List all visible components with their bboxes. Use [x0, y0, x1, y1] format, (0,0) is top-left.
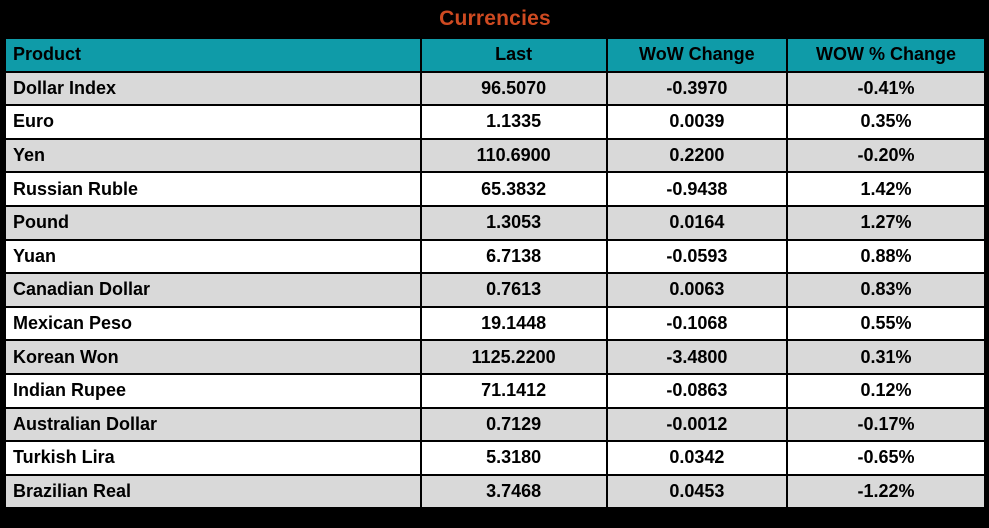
table-row: Yuan 6.7138 -0.0593 0.88% — [4, 238, 986, 275]
product-cell: Dollar Index — [4, 70, 422, 107]
last-cell: 6.7138 — [419, 238, 608, 275]
wow-pct-change-cell: -0.65% — [786, 440, 986, 476]
table-row: Canadian Dollar 0.7613 0.0063 0.83% — [4, 272, 986, 308]
last-cell: 1125.2200 — [419, 339, 608, 375]
wow-pct-change-cell: -1.22% — [786, 473, 986, 510]
product-cell: Russian Ruble — [4, 171, 422, 207]
wow-change-cell: -0.0863 — [605, 372, 789, 409]
last-cell: 1.3053 — [419, 204, 608, 241]
last-cell: 1.1335 — [419, 104, 608, 140]
table-row: Dollar Index 96.5070 -0.3970 -0.41% — [4, 70, 986, 107]
last-cell: 0.7129 — [419, 406, 608, 443]
product-cell: Turkish Lira — [4, 440, 422, 476]
title-bar: Currencies — [4, 0, 986, 37]
product-cell: Yen — [4, 137, 422, 174]
wow-change-cell: -0.1068 — [605, 305, 789, 342]
header-row: Product Last WoW Change WOW % Change — [4, 37, 986, 73]
product-cell: Yuan — [4, 238, 422, 275]
table-row: Pound 1.3053 0.0164 1.27% — [4, 204, 986, 241]
wow-change-cell: 0.0453 — [605, 473, 789, 510]
last-cell: 96.5070 — [419, 70, 608, 107]
product-cell: Pound — [4, 204, 422, 241]
product-cell: Euro — [4, 104, 422, 140]
wow-pct-change-cell: 0.83% — [786, 272, 986, 308]
wow-change-cell: -3.4800 — [605, 339, 789, 375]
wow-pct-change-cell: -0.20% — [786, 137, 986, 174]
wow-change-cell: 0.0342 — [605, 440, 789, 476]
wow-pct-change-cell: 0.31% — [786, 339, 986, 375]
wow-change-cell: 0.0039 — [605, 104, 789, 140]
column-header: Product — [4, 37, 422, 73]
currencies-table: Product Last WoW Change WOW % Change Dollar… — [4, 37, 986, 510]
wow-pct-change-cell: -0.41% — [786, 70, 986, 107]
wow-pct-change-cell: 0.12% — [786, 372, 986, 409]
wow-pct-change-cell: 0.35% — [786, 104, 986, 140]
table-row: Russian Ruble 65.3832 -0.9438 1.42% — [4, 171, 986, 207]
table-row: Yen 110.6900 0.2200 -0.20% — [4, 137, 986, 174]
wow-pct-change-cell: 0.55% — [786, 305, 986, 342]
last-cell: 0.7613 — [419, 272, 608, 308]
product-cell: Australian Dollar — [4, 406, 422, 443]
page-title: Currencies — [439, 6, 551, 30]
wow-change-cell: 0.0063 — [605, 272, 789, 308]
wow-pct-change-cell: 1.27% — [786, 204, 986, 241]
product-cell: Mexican Peso — [4, 305, 422, 342]
wow-pct-change-cell: 1.42% — [786, 171, 986, 207]
wow-change-cell: -0.9438 — [605, 171, 789, 207]
last-cell: 110.6900 — [419, 137, 608, 174]
last-cell: 19.1448 — [419, 305, 608, 342]
last-cell: 5.3180 — [419, 440, 608, 476]
wow-change-cell: 0.0164 — [605, 204, 789, 241]
table-row: Indian Rupee 71.1412 -0.0863 0.12% — [4, 372, 986, 409]
wow-change-cell: -0.0012 — [605, 406, 789, 443]
last-cell: 65.3832 — [419, 171, 608, 207]
wow-pct-change-cell: 0.88% — [786, 238, 986, 275]
table-row: Mexican Peso 19.1448 -0.1068 0.55% — [4, 305, 986, 342]
last-cell: 3.7468 — [419, 473, 608, 510]
table-row: Brazilian Real 3.7468 0.0453 -1.22% — [4, 473, 986, 510]
wow-change-cell: 0.2200 — [605, 137, 789, 174]
column-header: WOW % Change — [786, 37, 986, 73]
column-header: WoW Change — [605, 37, 789, 73]
table-row: Turkish Lira 5.3180 0.0342 -0.65% — [4, 440, 986, 476]
table-body: Dollar Index 96.5070 -0.3970 -0.41% Euro 1.13… — [4, 70, 986, 510]
last-cell: 71.1412 — [419, 372, 608, 409]
table-row: Australian Dollar 0.7129 -0.0012 -0.17% — [4, 406, 986, 443]
wow-pct-change-cell: -0.17% — [786, 406, 986, 443]
product-cell: Brazilian Real — [4, 473, 422, 510]
column-header: Last — [419, 37, 608, 73]
wow-change-cell: -0.3970 — [605, 70, 789, 107]
product-cell: Indian Rupee — [4, 372, 422, 409]
table-row: Korean Won 1125.2200 -3.4800 0.31% — [4, 339, 986, 375]
table-row: Euro 1.1335 0.0039 0.35% — [4, 104, 986, 140]
wow-change-cell: -0.0593 — [605, 238, 789, 275]
product-cell: Korean Won — [4, 339, 422, 375]
product-cell: Canadian Dollar — [4, 272, 422, 308]
